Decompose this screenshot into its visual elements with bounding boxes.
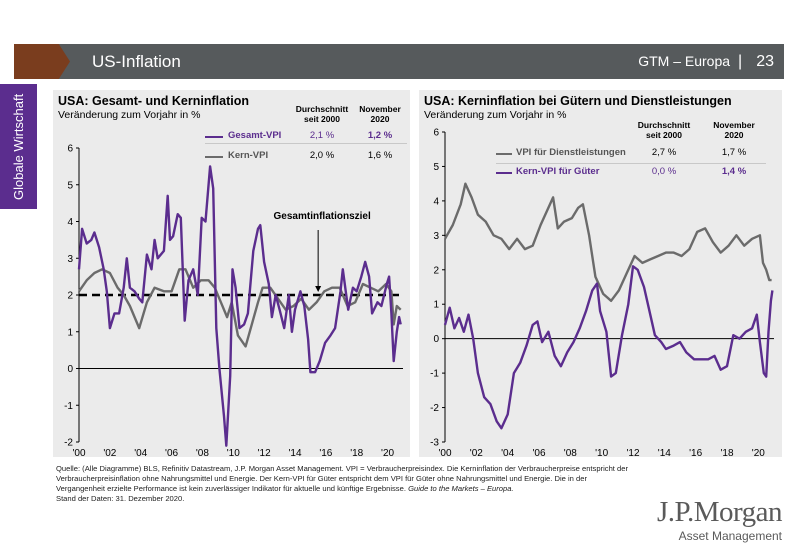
x-tick-label-left: '16	[319, 448, 332, 457]
y-tick-label-right: -3	[430, 438, 439, 449]
logo-text: J.P.Morgan	[657, 496, 783, 528]
x-tick-label-right: '00	[438, 448, 451, 457]
legend-swatch-goods	[496, 172, 512, 174]
x-tick-label-right: '06	[532, 448, 545, 457]
y-tick-label-right: 6	[433, 128, 439, 139]
legend-nov-goods: 1,4 %	[721, 166, 747, 177]
legend-name-headline: Gesamt-VPI	[228, 130, 282, 141]
legend-nov-services: 1,7 %	[721, 147, 747, 158]
y-tick-label-right: -1	[430, 369, 439, 380]
legend-nov-core: 1,6 %	[367, 150, 393, 161]
source-text: Quelle: (Alle Diagramme) BLS, Refinitiv …	[56, 464, 628, 493]
side-tab-label: Globale Wirtschaft	[11, 93, 26, 200]
y-tick-label-right: 1	[433, 300, 439, 311]
legend-swatch-headline	[205, 136, 223, 138]
legend-name-core: Kern-VPI	[228, 150, 269, 161]
chart-title-right: USA: Kerninflation bei Gütern und Dienst…	[424, 94, 732, 108]
y-tick-label-left: 3	[67, 254, 73, 265]
source-date: Stand der Daten: 31. Dezember 2020.	[56, 494, 185, 503]
x-tick-label-right: '18	[720, 448, 733, 457]
y-tick-label-right: 5	[433, 162, 439, 173]
y-tick-label-right: 4	[433, 196, 439, 207]
legend-nov-headline: 1,2 %	[367, 130, 393, 141]
series-line-right-1	[443, 265, 774, 430]
page-number: 23	[756, 53, 774, 70]
x-tick-label-left: '12	[258, 448, 271, 457]
header-arrow-icon	[14, 44, 70, 79]
logo-subtext: Asset Management	[678, 529, 782, 543]
x-tick-label-right: '10	[595, 448, 608, 457]
x-tick-label-left: '10	[227, 448, 240, 457]
legend-header-average: Durchschnitt seit 2000	[295, 104, 349, 124]
x-tick-label-right: '08	[564, 448, 577, 457]
x-tick-label-right: '20	[752, 448, 765, 457]
legend-avg-core: 2,0 %	[309, 150, 335, 161]
legend-header-average-right: Durchschnitt seit 2000	[637, 120, 691, 140]
y-tick-label-right: 3	[433, 231, 439, 242]
source-italic: Guide to the Markets – Europa.	[408, 484, 514, 493]
series-line-left-1	[78, 268, 402, 348]
x-tick-label-right: '12	[626, 448, 639, 457]
legend-header-november-right: November 2020	[713, 120, 755, 140]
page-title: US-Inflation	[92, 52, 181, 71]
chart-right: 6 5 4 3 2 1 0 -1 -2 -3'00 '02 '04 '06 '08 '10 '12 '14 '16…	[430, 128, 774, 457]
y-tick-label-left: 0	[67, 364, 73, 375]
y-tick-label-left: 1	[67, 327, 73, 338]
chart-panel-right	[419, 90, 782, 457]
target-annotation: Gesamtinflationsziel	[274, 211, 371, 222]
x-tick-label-left: '06	[165, 448, 178, 457]
annotation-arrowhead	[315, 286, 322, 292]
legend-divider	[205, 143, 407, 144]
x-tick-label-right: '02	[470, 448, 483, 457]
legend-avg-services: 2,7 %	[651, 147, 677, 158]
series-line-left-0	[77, 165, 402, 447]
y-tick-label-right: 0	[433, 334, 439, 345]
legend-swatch-core	[205, 156, 223, 158]
y-tick-label-left: 6	[67, 144, 73, 155]
y-tick-label-right: 2	[433, 265, 439, 276]
header-bar	[14, 44, 784, 79]
section-label: GTM – Europa	[638, 53, 731, 69]
legend-name-services: VPI für Dienstleistungen	[516, 147, 626, 158]
y-tick-label-right: -2	[430, 403, 439, 414]
chart-subtitle-right: Veränderung zum Vorjahr in %	[424, 109, 567, 121]
x-tick-label-left: '20	[381, 448, 394, 457]
y-tick-label-left: 4	[67, 217, 73, 228]
x-tick-label-left: '08	[196, 448, 209, 457]
x-tick-label-left: '00	[72, 448, 85, 457]
chart-left: 6 5 4 3 2 1 0 -1 -2'00 '02 '04 '06 '08 '10 '12 '14 '16 '1…	[64, 144, 403, 457]
x-tick-label-left: '14	[288, 448, 301, 457]
x-tick-label-right: '16	[689, 448, 702, 457]
legend-name-goods: Kern-VPI für Güter	[516, 166, 600, 177]
legend-divider-right	[496, 163, 766, 164]
y-tick-label-left: -1	[64, 401, 73, 412]
x-tick-label-right: '04	[501, 448, 514, 457]
y-tick-label-left: 5	[67, 180, 73, 191]
chart-subtitle-left: Veränderung zum Vorjahr in %	[58, 109, 201, 121]
legend-avg-headline: 2,1 %	[309, 130, 335, 141]
source-note: Quelle: (Alle Diagramme) BLS, Refinitiv …	[56, 464, 636, 504]
x-tick-label-left: '18	[350, 448, 363, 457]
y-tick-label-left: 2	[67, 291, 73, 302]
y-tick-label-left: -2	[64, 438, 73, 449]
legend-swatch-services	[496, 153, 512, 155]
x-tick-label-left: '04	[134, 448, 147, 457]
x-tick-label-left: '02	[103, 448, 116, 457]
side-tab	[0, 84, 37, 209]
legend-header-november: November 2020	[359, 104, 401, 124]
header-right: GTM – Europa | 23	[638, 44, 774, 79]
legend-avg-goods: 0,0 %	[651, 166, 677, 177]
chart-title-left: USA: Gesamt- und Kerninflation	[58, 94, 249, 108]
header-separator: |	[738, 53, 743, 70]
series-line-right-0	[443, 182, 772, 302]
x-tick-label-right: '14	[658, 448, 671, 457]
